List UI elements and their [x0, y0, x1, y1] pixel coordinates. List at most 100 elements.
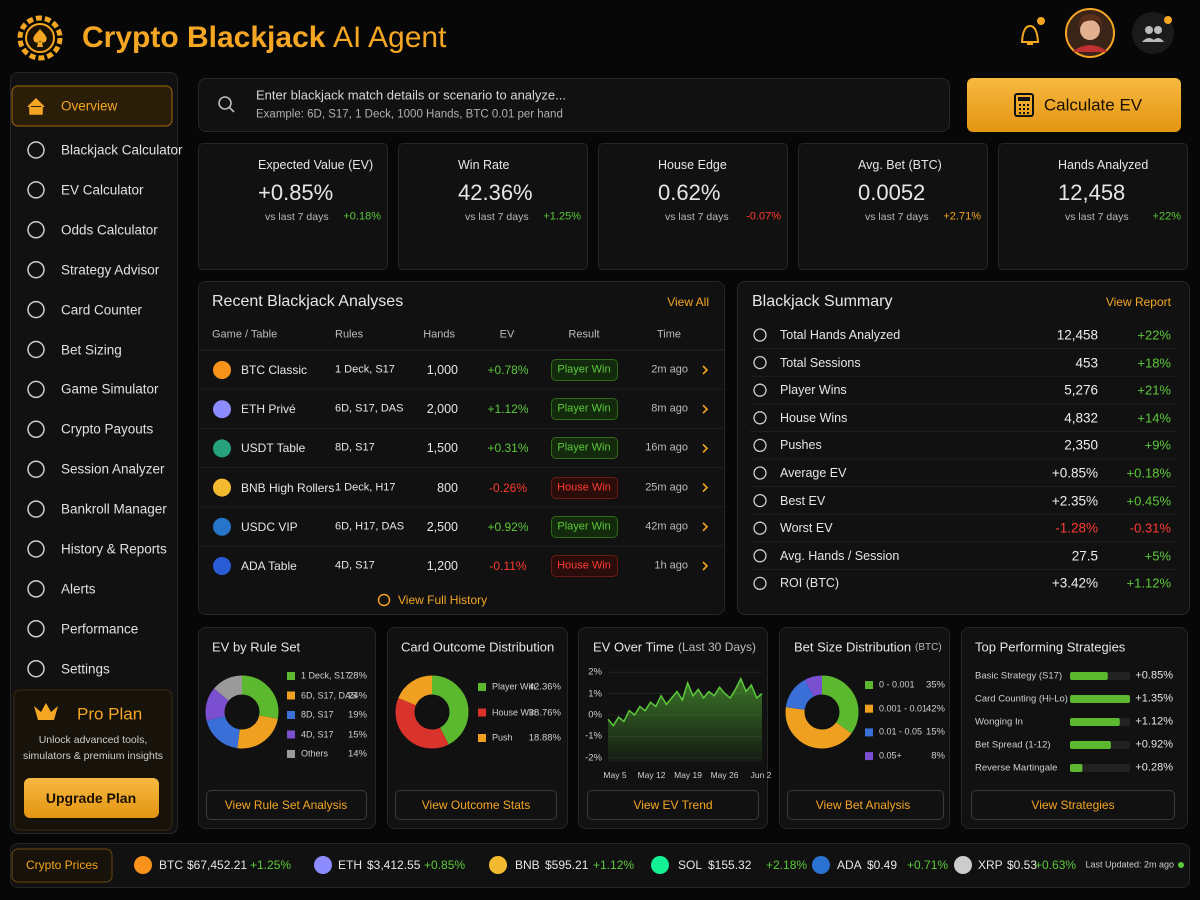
summary-icon [753, 493, 767, 508]
nav-item[interactable]: EV Calculator [61, 182, 144, 198]
search-placeholder[interactable]: Enter blackjack match details or scenari… [256, 87, 566, 103]
nav-item[interactable]: Crypto Payouts [61, 421, 154, 437]
nav-item[interactable]: Card Counter [61, 301, 143, 317]
label: Unlock advanced tools, [38, 733, 148, 746]
nav-item[interactable]: Odds Calculator [61, 222, 158, 238]
coin-price: $0.53 [1007, 858, 1038, 872]
nav-item[interactable]: Settings [61, 660, 110, 676]
label: +1.12% [487, 402, 529, 417]
nav-item[interactable]: Overview [61, 98, 118, 114]
kpi-card [998, 143, 1188, 270]
strategy-name: Bet Spread (1-12) [975, 739, 1051, 751]
legend-label: House Win [492, 707, 537, 717]
label: USDC VIP [241, 519, 298, 534]
summary-value: 453 [1075, 354, 1098, 370]
label: ETH Privé [241, 402, 296, 417]
kpi-label: House Edge [658, 157, 727, 172]
legend-swatch [287, 750, 295, 758]
coin-change: +0.85% [424, 858, 466, 872]
nav-item[interactable]: Blackjack Calculator [61, 142, 183, 158]
legend-swatch [287, 672, 295, 680]
nav-item[interactable]: Performance [61, 621, 139, 637]
coin-icon [314, 856, 332, 874]
coin-icon [213, 400, 231, 419]
logo [17, 15, 63, 61]
panel-button[interactable] [587, 790, 759, 820]
panel-button[interactable] [206, 790, 367, 820]
kpi-change: +1.25% [543, 210, 581, 223]
upgrade-button[interactable] [24, 778, 159, 818]
search-box[interactable] [198, 78, 950, 132]
panel-button[interactable] [971, 790, 1175, 820]
kpi-period: vs last 7 days [265, 210, 329, 223]
calc-button-label[interactable]: Calculate EV [1043, 95, 1143, 115]
panel-button-label[interactable]: View Rule Set Analysis [224, 798, 348, 812]
view-report-link[interactable]: View Report [1105, 295, 1171, 309]
nav-item[interactable]: Game Simulator [61, 381, 159, 397]
summary-label: ROI (BTC) [780, 576, 840, 591]
panel-title: EV Over Time [593, 639, 674, 655]
panel-button[interactable] [395, 790, 557, 820]
legend-label: 4D, S17 [301, 729, 334, 739]
coin-symbol: BNB [515, 858, 540, 872]
strategy-name: Wonging In [975, 716, 1023, 728]
kpi-change: +2.71% [943, 210, 981, 223]
legend-swatch [865, 704, 873, 713]
nav-item[interactable]: Alerts [61, 581, 96, 597]
panel-button-label[interactable]: View EV Trend [633, 798, 713, 812]
coin-symbol: ETH [338, 858, 362, 872]
row-chevron[interactable] [702, 365, 709, 375]
upgrade-button-label[interactable]: Upgrade Plan [45, 790, 137, 806]
panel-button-label[interactable]: View Strategies [1031, 798, 1115, 812]
strategy-value: +0.28% [1135, 761, 1173, 774]
row-chevron[interactable] [702, 483, 709, 493]
panel-button-label[interactable]: View Bet Analysis [815, 798, 911, 812]
strategy-value: +1.12% [1135, 715, 1173, 728]
panel-title: EV by Rule Set [212, 639, 301, 655]
label: 1,500 [426, 441, 458, 456]
calc-button[interactable] [967, 78, 1181, 132]
label: Player Win [557, 441, 611, 454]
row-chevron[interactable] [702, 522, 709, 532]
label: 2m ago [651, 363, 688, 376]
kpi-period: vs last 7 days [465, 210, 529, 223]
legend-value: 8% [931, 750, 945, 762]
summary-change: +21% [1137, 382, 1171, 398]
legend-label: 0.05+ [879, 750, 902, 761]
nav-item[interactable]: History & Reports [61, 541, 167, 557]
panel-button-label[interactable]: View Outcome Stats [421, 798, 531, 812]
nav-item[interactable]: Session Analyzer [61, 461, 165, 477]
summary-icon [753, 576, 767, 591]
row-chevron[interactable] [702, 443, 709, 453]
panel-button[interactable] [787, 790, 944, 820]
nav-icon [27, 260, 45, 279]
panel-title: Top Performing Strategies [975, 639, 1126, 655]
label: 4D, S17 [335, 559, 375, 572]
coin-change: +0.71% [907, 858, 949, 872]
header-icons[interactable] [1020, 8, 1174, 58]
row-chevron[interactable] [702, 404, 709, 414]
panel-subtitle: (Last 30 Days) [678, 640, 757, 654]
summary-label: Avg. Hands / Session [780, 548, 900, 563]
coin-price: $595.21 [545, 858, 589, 872]
label: 25m ago [645, 481, 688, 494]
row-chevron[interactable] [702, 561, 709, 571]
nav-item[interactable]: Bet Sizing [61, 341, 122, 357]
coin-icon [213, 478, 231, 497]
nav-item[interactable]: Strategy Advisor [61, 261, 160, 277]
nav-active[interactable] [11, 85, 173, 127]
x-tick-label: Jun 2 [750, 769, 772, 780]
coin-icon [489, 856, 507, 874]
legend-value: 28% [347, 670, 367, 682]
nav-icon [27, 141, 45, 159]
panel-title: Recent Blackjack Analyses [212, 293, 404, 310]
view-all-link[interactable]: View All [667, 295, 709, 309]
view-history-link[interactable]: View Full History [398, 593, 488, 607]
x-tick-label: May 19 [674, 769, 702, 780]
summary-value: 27.5 [1071, 548, 1098, 564]
summary-value: +3.42% [1051, 575, 1098, 591]
coin-symbol: ADA [837, 858, 862, 872]
nav-item[interactable]: Bankroll Manager [61, 501, 167, 517]
summary-value: +2.35% [1051, 492, 1098, 508]
summary-label: Worst EV [780, 520, 833, 535]
